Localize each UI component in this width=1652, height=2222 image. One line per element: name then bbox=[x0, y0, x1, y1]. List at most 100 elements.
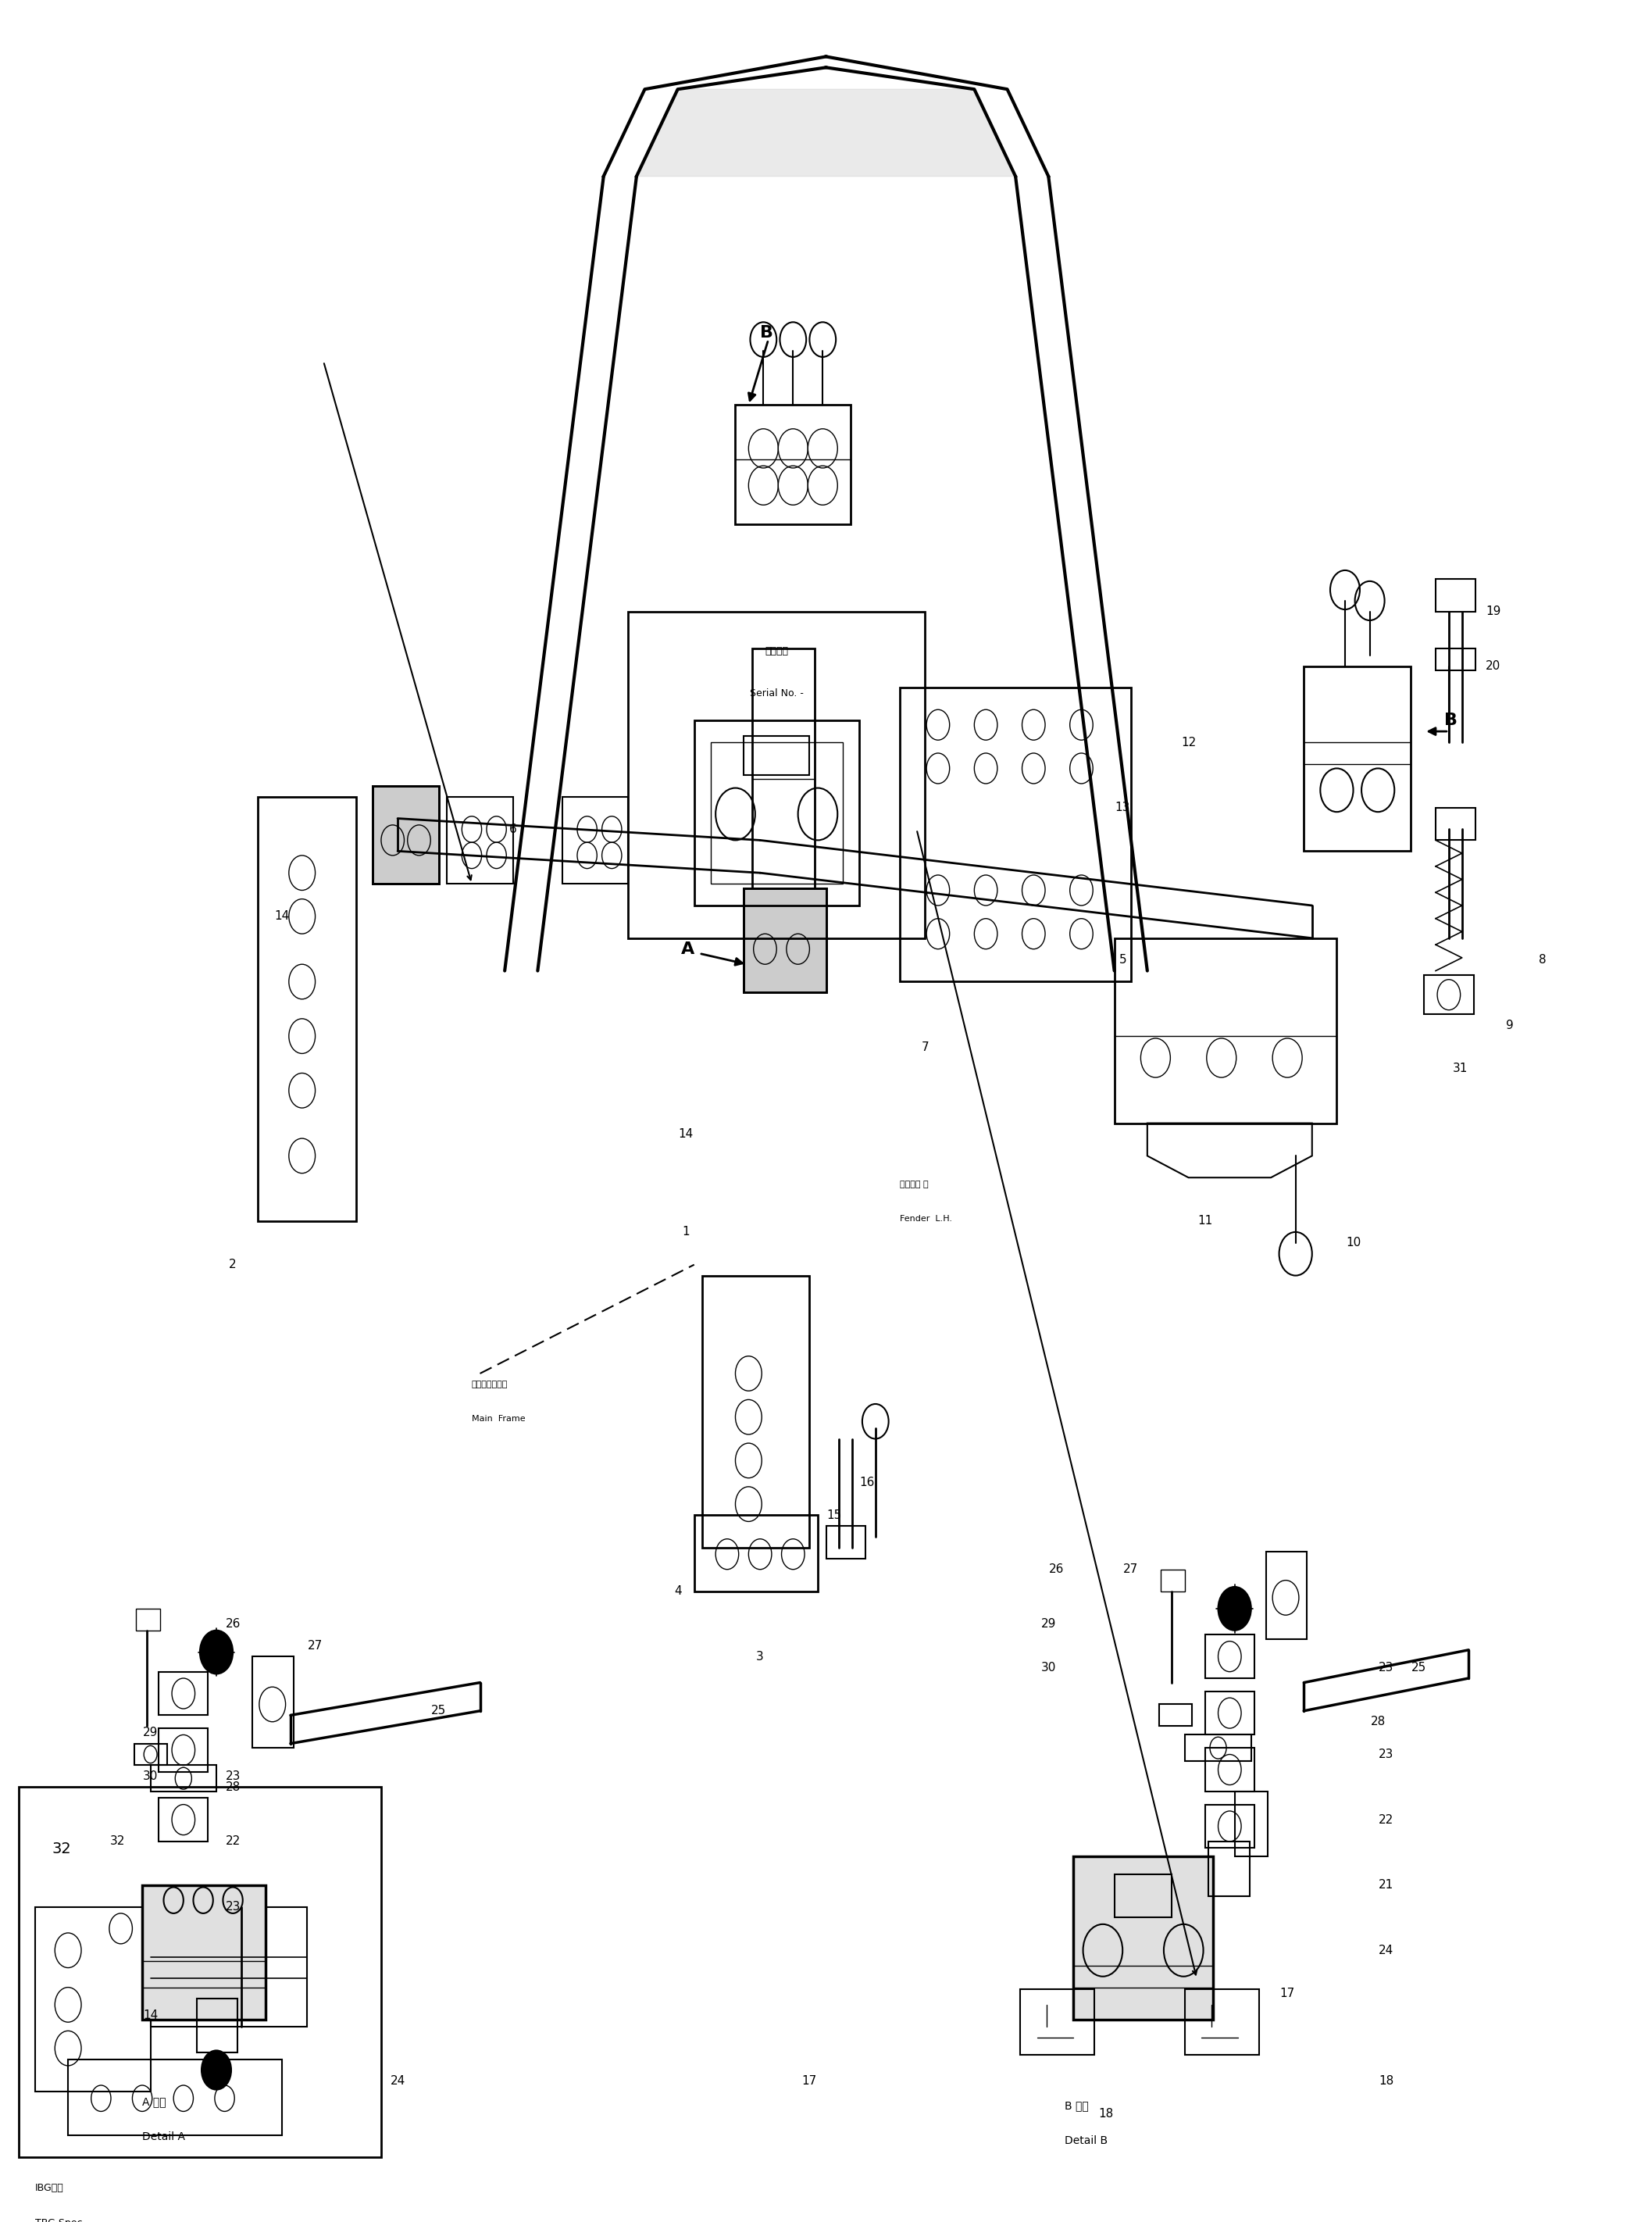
Bar bbox=[1074, 1858, 1213, 2020]
Bar bbox=[159, 1798, 208, 1842]
Bar bbox=[1436, 649, 1475, 671]
Text: Detail A: Detail A bbox=[142, 2131, 185, 2142]
Bar bbox=[710, 742, 843, 884]
Text: 2: 2 bbox=[230, 1260, 236, 1271]
Bar bbox=[1204, 1804, 1254, 1849]
Text: 23: 23 bbox=[225, 1771, 241, 1782]
Bar bbox=[373, 787, 439, 884]
Circle shape bbox=[200, 1631, 233, 1673]
Text: 16: 16 bbox=[859, 1475, 876, 1489]
Text: 23: 23 bbox=[225, 1902, 241, 1913]
Bar bbox=[1021, 1989, 1095, 2055]
Text: 適用号機: 適用号機 bbox=[765, 647, 788, 655]
Bar bbox=[150, 1764, 216, 1791]
Text: A: A bbox=[681, 942, 694, 958]
Bar bbox=[135, 1609, 160, 1631]
Bar bbox=[35, 1906, 150, 2091]
Text: IBG仕様: IBG仕様 bbox=[35, 2184, 64, 2193]
Bar bbox=[1115, 1873, 1171, 1918]
Text: 20: 20 bbox=[1485, 660, 1500, 671]
Bar bbox=[743, 735, 809, 775]
Text: 18: 18 bbox=[1099, 2109, 1113, 2120]
Bar bbox=[253, 1655, 294, 1749]
Text: 25: 25 bbox=[431, 1704, 446, 1718]
Bar bbox=[702, 1275, 809, 1549]
Bar bbox=[562, 798, 628, 884]
Text: 15: 15 bbox=[826, 1509, 843, 1520]
Bar bbox=[628, 611, 925, 938]
Text: 28: 28 bbox=[225, 1782, 240, 1793]
Bar bbox=[1436, 580, 1475, 611]
Bar bbox=[1424, 975, 1474, 1013]
Text: 29: 29 bbox=[1041, 1618, 1056, 1629]
Bar bbox=[373, 787, 439, 884]
Text: 8: 8 bbox=[1540, 953, 1546, 967]
Text: 10: 10 bbox=[1346, 1238, 1361, 1249]
Bar bbox=[1204, 1635, 1254, 1678]
Text: Detail B: Detail B bbox=[1066, 2135, 1108, 2146]
Bar bbox=[1436, 807, 1475, 840]
Bar bbox=[197, 1998, 238, 2053]
Bar bbox=[68, 2060, 282, 2135]
Circle shape bbox=[202, 2051, 231, 2089]
Bar bbox=[1184, 1989, 1259, 2055]
Text: 24: 24 bbox=[390, 2075, 405, 2086]
Text: 31: 31 bbox=[1452, 1062, 1469, 1075]
Bar bbox=[1184, 1735, 1251, 1762]
Text: 7: 7 bbox=[922, 1042, 928, 1053]
Text: 26: 26 bbox=[225, 1618, 241, 1629]
Text: B: B bbox=[1444, 713, 1457, 729]
Text: 18: 18 bbox=[1379, 2075, 1394, 2086]
Text: Main  Frame: Main Frame bbox=[472, 1415, 525, 1422]
Bar bbox=[159, 1729, 208, 1771]
Bar bbox=[1234, 1791, 1267, 1858]
Text: 29: 29 bbox=[142, 1726, 159, 1738]
Bar bbox=[743, 889, 826, 993]
Text: メインフレーム: メインフレーム bbox=[472, 1380, 507, 1389]
Bar bbox=[1115, 938, 1336, 1122]
Text: 14: 14 bbox=[679, 1129, 694, 1140]
Bar bbox=[1158, 1704, 1191, 1726]
Text: 23: 23 bbox=[1379, 1749, 1394, 1760]
Text: 9: 9 bbox=[1507, 1020, 1513, 1031]
Text: 14: 14 bbox=[144, 2009, 159, 2022]
Text: Fender  L.H.: Fender L.H. bbox=[900, 1215, 953, 1222]
Text: フェンダ 左: フェンダ 左 bbox=[900, 1180, 928, 1189]
Bar bbox=[142, 1884, 266, 2020]
Text: B: B bbox=[760, 324, 773, 340]
Text: 6: 6 bbox=[509, 824, 517, 835]
Text: 23: 23 bbox=[1379, 1662, 1394, 1673]
Text: Serial No. -: Serial No. - bbox=[750, 689, 803, 698]
Text: B 詳細: B 詳細 bbox=[1066, 2100, 1089, 2111]
Text: A 詳細: A 詳細 bbox=[142, 2095, 167, 2106]
Text: 27: 27 bbox=[1123, 1564, 1138, 1575]
Bar bbox=[1265, 1551, 1307, 1640]
Text: 17: 17 bbox=[801, 2075, 818, 2086]
Bar bbox=[1303, 667, 1411, 851]
Text: 19: 19 bbox=[1485, 607, 1502, 618]
Text: 24: 24 bbox=[1379, 1944, 1394, 1955]
Text: 11: 11 bbox=[1198, 1215, 1213, 1227]
Bar bbox=[159, 1671, 208, 1715]
Bar bbox=[900, 689, 1132, 982]
Bar bbox=[752, 649, 814, 889]
Text: 3: 3 bbox=[757, 1651, 763, 1662]
Bar bbox=[258, 798, 357, 1222]
Bar bbox=[18, 1786, 382, 2158]
Bar bbox=[694, 720, 859, 907]
Text: 27: 27 bbox=[307, 1640, 322, 1651]
Bar bbox=[826, 1527, 866, 1558]
Text: 26: 26 bbox=[1049, 1564, 1064, 1575]
Text: 28: 28 bbox=[1371, 1715, 1386, 1729]
Text: 25: 25 bbox=[1412, 1662, 1427, 1673]
Bar bbox=[142, 1884, 266, 2020]
Text: 22: 22 bbox=[1379, 1813, 1394, 1826]
Bar bbox=[1074, 1858, 1213, 2020]
Text: 30: 30 bbox=[142, 1771, 159, 1782]
Text: 22: 22 bbox=[225, 1835, 240, 1846]
Text: 17: 17 bbox=[1280, 1989, 1295, 2000]
Bar bbox=[1204, 1749, 1254, 1791]
Text: 32: 32 bbox=[111, 1835, 126, 1846]
Circle shape bbox=[1218, 1587, 1251, 1631]
Bar bbox=[1204, 1691, 1254, 1735]
